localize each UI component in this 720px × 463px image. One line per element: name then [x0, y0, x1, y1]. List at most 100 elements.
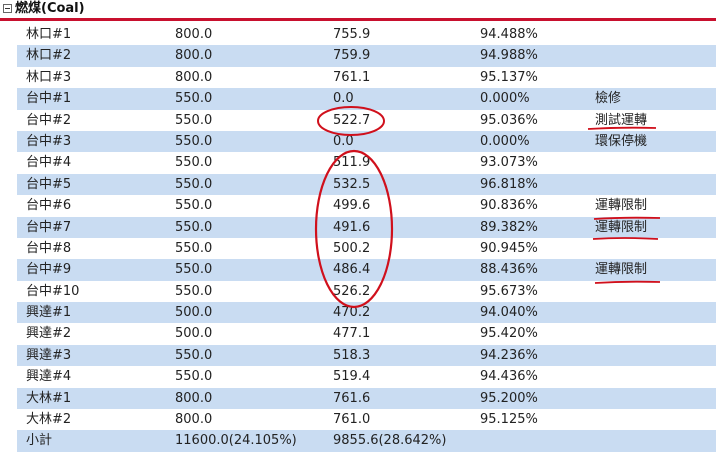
unit-name: 大林#1: [26, 390, 72, 406]
unit-percent: 94.488%: [480, 27, 538, 42]
unit-capacity: 800.0: [175, 69, 213, 85]
unit-output: 491.6: [333, 219, 371, 235]
unit-percent: 95.200%: [480, 390, 538, 406]
section-header: 燃煤(Coal): [0, 0, 720, 20]
unit-capacity: 550.0: [175, 91, 213, 107]
coal-units-table: 林口#1 800.0 755.9 94.488% 林口#2 800.0 759.…: [17, 24, 716, 452]
table-row: 台中#5 550.0 532.5 96.818%: [17, 173, 716, 196]
section-title: 燃煤(Coal): [15, 1, 85, 16]
unit-capacity: 550.0: [175, 219, 213, 235]
table-row: 台中#10 550.0 526.2 95.673%: [17, 281, 716, 302]
table-row: 台中#3 550.0 0.0 0.000% 環保停機: [17, 130, 716, 153]
table-row: 台中#1 550.0 0.0 0.000% 檢修: [17, 88, 716, 110]
unit-output: 522.7: [333, 112, 371, 128]
unit-percent: 95.036%: [480, 112, 538, 128]
unit-output: 0.0: [333, 91, 354, 107]
subtotal-capacity: 11600.0(24.105%): [175, 433, 297, 449]
collapse-toggle-icon[interactable]: [3, 4, 12, 13]
unit-output: 761.1: [333, 69, 371, 85]
unit-output: 0.0: [333, 133, 354, 149]
unit-name: 大林#2: [26, 412, 72, 428]
unit-output: 532.5: [333, 176, 371, 192]
table-row: 台中#8 550.0 500.2 90.945%: [17, 238, 716, 259]
unit-name: 台中#9: [26, 262, 72, 278]
unit-capacity: 550.0: [175, 262, 213, 278]
unit-percent: 90.836%: [480, 198, 538, 214]
table-row: 林口#3 800.0 761.1 95.137%: [17, 67, 716, 88]
unit-percent: 93.073%: [480, 155, 538, 171]
unit-output: 470.2: [333, 305, 371, 321]
unit-note: 運轉限制: [595, 219, 648, 235]
unit-name: 興達#3: [26, 347, 72, 363]
unit-output: 519.4: [333, 369, 371, 385]
table-row: 台中#9 550.0 486.4 88.436% 運轉限制: [17, 259, 716, 281]
unit-capacity: 550.0: [175, 347, 213, 363]
unit-capacity: 550.0: [175, 198, 213, 214]
unit-output: 759.9: [333, 48, 371, 64]
unit-capacity: 550.0: [175, 155, 213, 171]
unit-note: 運轉限制: [595, 198, 648, 214]
unit-output: 500.2: [333, 240, 371, 256]
unit-percent: 0.000%: [480, 133, 530, 149]
unit-capacity: 800.0: [175, 390, 213, 406]
unit-note: 檢修: [595, 91, 622, 107]
unit-output: 486.4: [333, 262, 371, 278]
unit-percent: 95.420%: [480, 326, 538, 342]
unit-output: 511.9: [333, 155, 371, 171]
unit-note: 測試運轉: [595, 112, 648, 128]
unit-output: 761.0: [333, 412, 371, 428]
unit-capacity: 800.0: [175, 27, 213, 42]
table-row: 興達#1 500.0 470.2 94.040%: [17, 302, 716, 324]
subtotal-label: 小計: [26, 433, 53, 449]
unit-percent: 95.673%: [480, 283, 538, 299]
table-row: 林口#2 800.0 759.9 94.988%: [17, 45, 716, 67]
unit-output: 477.1: [333, 326, 371, 342]
unit-name: 台中#5: [26, 176, 72, 192]
unit-percent: 96.818%: [480, 176, 538, 192]
table-row: 台中#6 550.0 499.6 90.836% 運轉限制: [17, 195, 716, 216]
unit-percent: 89.382%: [480, 219, 538, 235]
table-row: 台中#4 550.0 511.9 93.073%: [17, 152, 716, 173]
table-row: 大林#1 800.0 761.6 95.200%: [17, 387, 716, 410]
unit-name: 台中#3: [26, 133, 72, 149]
unit-name: 台中#7: [26, 219, 72, 235]
table-row: 興達#3 550.0 518.3 94.236%: [17, 344, 716, 367]
unit-output: 526.2: [333, 283, 371, 299]
unit-percent: 90.945%: [480, 240, 538, 256]
unit-note: 環保停機: [595, 133, 648, 149]
unit-percent: 94.236%: [480, 347, 538, 363]
unit-name: 興達#4: [26, 369, 72, 385]
unit-percent: 94.988%: [480, 48, 538, 64]
unit-percent: 95.125%: [480, 412, 538, 428]
unit-capacity: 550.0: [175, 369, 213, 385]
table-row: 台中#7 550.0 491.6 89.382% 運轉限制: [17, 216, 716, 238]
unit-name: 林口#3: [26, 69, 72, 85]
unit-name: 台中#10: [26, 283, 80, 299]
unit-name: 興達#1: [26, 305, 72, 321]
unit-name: 台中#2: [26, 112, 72, 128]
table-row: 林口#1 800.0 755.9 94.488%: [17, 24, 716, 45]
unit-capacity: 550.0: [175, 112, 213, 128]
unit-percent: 94.040%: [480, 305, 538, 321]
subtotal-output: 9855.6(28.642%): [333, 433, 447, 449]
unit-capacity: 550.0: [175, 283, 213, 299]
unit-capacity: 800.0: [175, 48, 213, 64]
unit-capacity: 550.0: [175, 176, 213, 192]
title-divider: [0, 18, 716, 21]
unit-name: 台中#8: [26, 240, 72, 256]
unit-name: 興達#2: [26, 326, 72, 342]
unit-capacity: 500.0: [175, 305, 213, 321]
table-row: 台中#2 550.0 522.7 95.036% 測試運轉: [17, 110, 716, 131]
unit-capacity: 550.0: [175, 240, 213, 256]
table-row: 大林#2 800.0 761.0 95.125%: [17, 409, 716, 430]
unit-output: 761.6: [333, 390, 371, 406]
unit-percent: 94.436%: [480, 369, 538, 385]
unit-capacity: 550.0: [175, 133, 213, 149]
unit-name: 台中#4: [26, 155, 72, 171]
unit-output: 518.3: [333, 347, 371, 363]
unit-name: 台中#1: [26, 91, 72, 107]
unit-output: 499.6: [333, 198, 371, 214]
unit-percent: 88.436%: [480, 262, 538, 278]
unit-percent: 0.000%: [480, 91, 530, 107]
unit-capacity: 800.0: [175, 412, 213, 428]
